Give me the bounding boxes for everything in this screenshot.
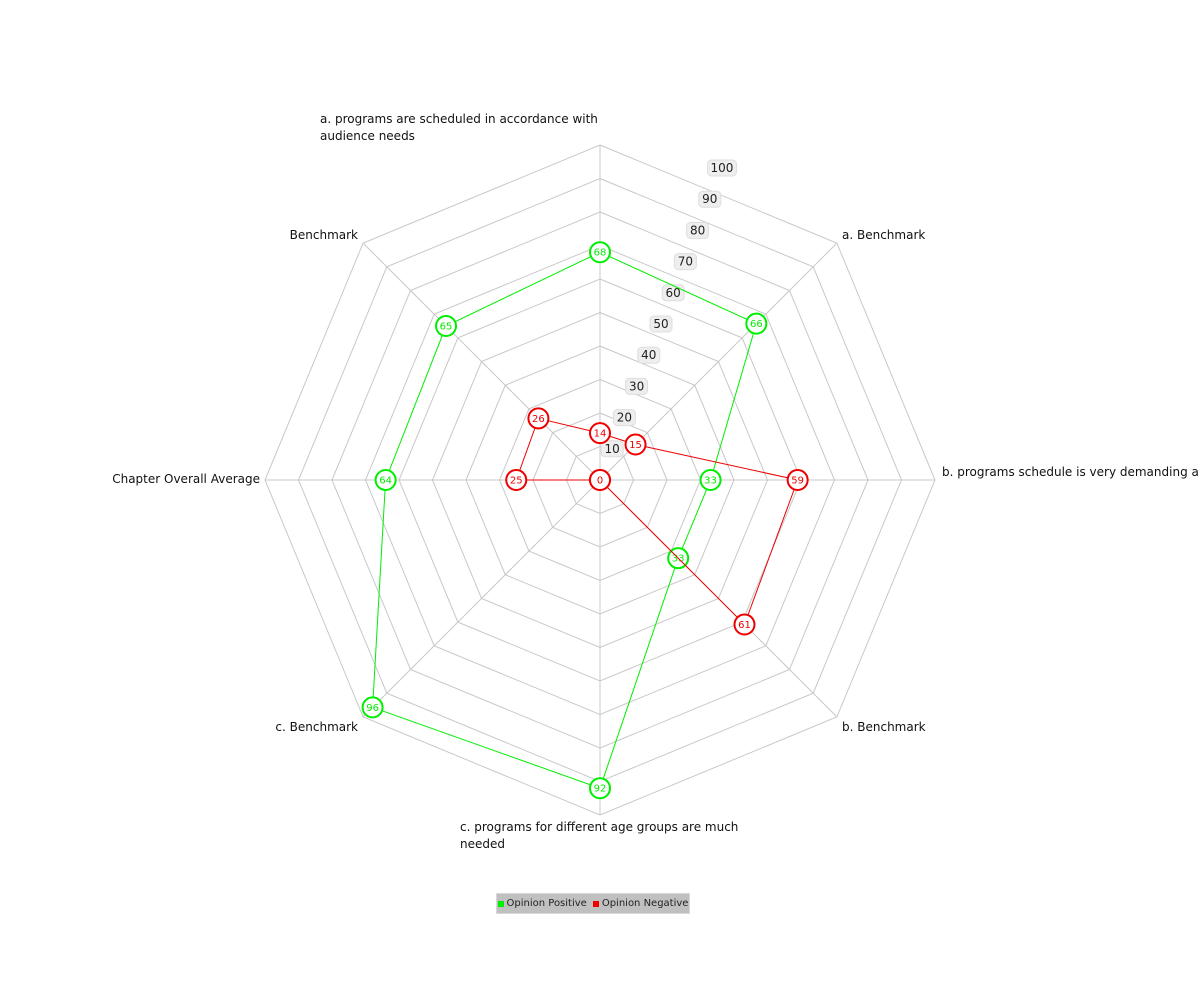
tick-10: 10: [600, 440, 624, 458]
data-point: [624, 433, 647, 456]
tick-label-10: 10: [605, 442, 620, 456]
data-label: 14: [594, 429, 607, 440]
axis-label-line: c. Benchmark: [275, 720, 358, 734]
tick-bg-100: [706, 159, 737, 177]
axis-label-0: a. programs are scheduled in accordance …: [320, 112, 598, 143]
axis-label-line: b. programs schedule is very demanding a: [942, 465, 1199, 479]
tick-label-80: 80: [690, 223, 705, 237]
axis-label-line: c. programs for different age groups are…: [460, 820, 738, 834]
tick-50: 50: [649, 315, 673, 333]
axis-labels: a. programs are scheduled in accordance …: [112, 112, 1199, 851]
tick-60: 60: [661, 284, 685, 302]
data-label: 0: [597, 476, 603, 487]
tick-70: 70: [673, 253, 697, 271]
data-point: [435, 315, 458, 338]
tick-80: 80: [686, 221, 710, 239]
tick-bg-60: [661, 284, 685, 302]
data-label: 64: [379, 476, 392, 487]
spoke-7: [362, 242, 601, 481]
axis-label-1: a. Benchmark: [842, 228, 925, 242]
data-point: [786, 469, 809, 491]
tick-100: 100: [706, 159, 737, 177]
data-point: [733, 613, 756, 636]
data-point: [745, 312, 768, 335]
axis-label-6: Chapter Overall Average: [112, 472, 260, 486]
series-layer: 686633339296646514155961002526: [361, 241, 809, 800]
data-label: 92: [594, 784, 607, 795]
data-label: 65: [440, 322, 453, 333]
tick-label-50: 50: [653, 317, 668, 331]
data-point: [505, 469, 528, 491]
legend-item-negative: Opinion Negative: [592, 898, 689, 909]
tick-label-40: 40: [641, 348, 656, 362]
axis-label-line: Chapter Overall Average: [112, 472, 260, 486]
axis-label-line: b. Benchmark: [842, 720, 926, 734]
axis-label-4: c. programs for different age groups are…: [460, 820, 738, 851]
tick-bg-90: [698, 190, 722, 208]
tick-bg-10: [600, 440, 624, 458]
spoke-5: [362, 479, 601, 718]
tick-30: 30: [625, 377, 649, 395]
axis-label-7: Benchmark: [290, 228, 358, 242]
legend-swatch-positive: [497, 900, 504, 907]
data-point: [374, 469, 397, 491]
data-point: [589, 777, 611, 800]
tick-label-70: 70: [678, 255, 693, 269]
axis-label-line: a. programs are scheduled in accordance …: [320, 112, 598, 126]
legend-label-positive: Opinion Positive: [506, 898, 587, 909]
data-label: 61: [738, 620, 751, 631]
data-label: 25: [510, 476, 523, 487]
data-label: 15: [629, 440, 642, 451]
data-point: [361, 696, 384, 719]
legend-swatch-negative: [592, 900, 599, 907]
axis-label-line: audience needs: [320, 129, 415, 143]
tick-bg-80: [686, 221, 710, 239]
tick-40: 40: [637, 346, 661, 364]
axis-label-2: b. programs schedule is very demanding a: [942, 465, 1199, 479]
series-line-0: [372, 251, 757, 789]
tick-label-20: 20: [617, 411, 632, 425]
tick-bg-70: [673, 253, 697, 271]
series-1: 14155961002526: [505, 407, 809, 636]
axis-label-5: c. Benchmark: [275, 720, 358, 734]
data-label: 26: [532, 414, 545, 425]
data-point: [589, 241, 611, 264]
data-label: 33: [704, 476, 717, 487]
tick-bg-50: [649, 315, 673, 333]
tick-label-30: 30: [629, 379, 644, 393]
data-label: 68: [594, 248, 607, 259]
tick-bg-40: [637, 346, 661, 364]
data-point: [527, 407, 550, 430]
data-point: [589, 422, 611, 445]
series-0: 68 66 33 33 92 96 64 65: [361, 241, 768, 800]
tick-20: 20: [612, 409, 636, 427]
tick-bg-30: [625, 377, 649, 395]
data-label: 33: [672, 554, 685, 565]
data-label: 96: [366, 703, 379, 714]
data-point: [589, 469, 611, 491]
axis-label-line: needed: [460, 837, 505, 851]
tick-bg-20: [612, 409, 636, 427]
radial-tick-labels: 10 20 30 40 50 60 70 80 90 100: [600, 159, 737, 458]
legend-item-positive: Opinion Positive: [497, 898, 587, 909]
tick-label-100: 100: [711, 161, 734, 175]
data-label: 66: [750, 319, 763, 330]
data-label: 59: [791, 476, 804, 487]
axis-label-3: b. Benchmark: [842, 720, 926, 734]
axis-label-line: a. Benchmark: [842, 228, 925, 242]
tick-label-60: 60: [666, 286, 681, 300]
legend-label-negative: Opinion Negative: [601, 898, 689, 909]
tick-label-90: 90: [702, 192, 717, 206]
legend: Opinion Positive Opinion Negative: [496, 893, 690, 914]
data-point: [699, 469, 722, 491]
tick-90: 90: [698, 190, 722, 208]
axis-label-line: Benchmark: [290, 228, 358, 242]
